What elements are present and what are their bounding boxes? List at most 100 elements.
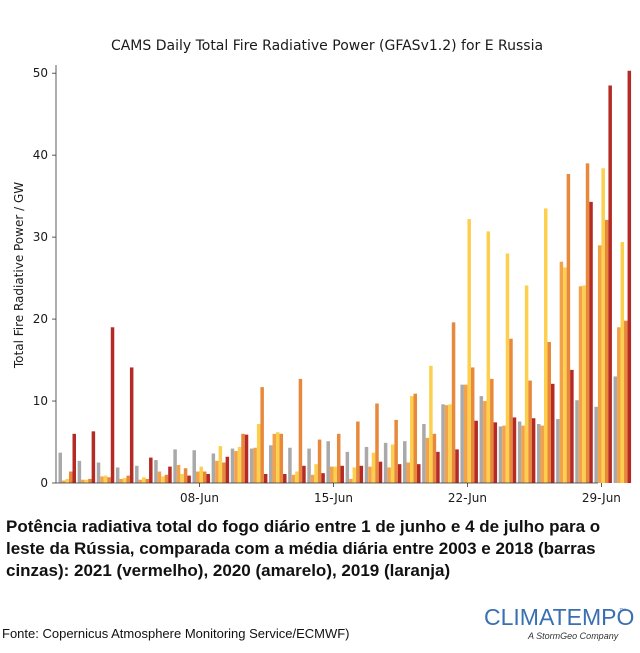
- bar-series-1-day-4: [119, 478, 123, 483]
- bar-series-3-day-19: [413, 393, 418, 483]
- bar-series-1-day-8: [195, 471, 200, 483]
- bar-series-1-day-23: [483, 401, 487, 483]
- bar-series-3-day-23: [490, 378, 494, 483]
- bar-series-3-day-25: [528, 380, 532, 483]
- bar-series-2-day-23: [486, 231, 491, 483]
- bar-series-0-day-1: [58, 452, 62, 483]
- bar-series-2-day-9: [218, 446, 223, 483]
- bar-series-3-day-28: [585, 163, 590, 483]
- bar-series-2-day-28: [582, 285, 586, 483]
- bar-series-1-day-30: [617, 327, 621, 483]
- bar-series-0-day-29: [594, 406, 598, 483]
- bar-series-2-day-21: [448, 404, 452, 483]
- bar-series-3-day-7: [183, 468, 188, 483]
- bar-series-2-day-18: [390, 444, 395, 483]
- bar-series-2-day-4: [122, 478, 127, 483]
- bar-series-2-day-5: [142, 477, 146, 483]
- bar-series-3-day-17: [375, 403, 379, 483]
- bar-series-0-day-8: [192, 450, 196, 483]
- y-tick-label-0: 0: [40, 476, 48, 490]
- bar-series-4-day-2: [91, 431, 96, 483]
- bar-series-2-day-12: [276, 432, 280, 483]
- bar-series-1-day-6: [157, 471, 162, 483]
- bar-series-4-day-8: [206, 473, 210, 483]
- bar-series-4-day-5: [149, 457, 153, 483]
- bar-series-1-day-21: [444, 405, 449, 483]
- bar-series-1-day-14: [310, 474, 315, 483]
- bar-series-2-day-3: [103, 475, 108, 483]
- bar-series-3-day-20: [432, 433, 437, 483]
- bar-series-2-day-17: [371, 452, 376, 483]
- x-tick-label-08-Jun: 08-Jun: [180, 491, 219, 505]
- y-tick-label-30: 30: [33, 230, 48, 244]
- bar-series-0-day-18: [383, 442, 388, 483]
- bar-series-4-day-14: [321, 473, 325, 483]
- bar-series-1-day-22: [463, 384, 468, 483]
- bar-series-0-day-28: [575, 400, 579, 483]
- bar-series-3-day-27: [566, 174, 571, 483]
- bar-series-3-day-29: [604, 219, 609, 483]
- bar-series-1-day-16: [349, 478, 353, 483]
- bar-series-0-day-27: [556, 419, 560, 483]
- bar-series-1-day-3: [100, 476, 104, 483]
- bar-series-3-day-2: [88, 478, 92, 483]
- bar-series-4-day-12: [283, 473, 287, 483]
- bar-series-4-day-23: [493, 422, 498, 483]
- bar-series-4-day-25: [531, 418, 536, 483]
- bar-series-4-day-13: [302, 465, 306, 483]
- bar-series-2-day-16: [352, 467, 357, 483]
- bar-series-3-day-15: [336, 433, 341, 483]
- bar-series-1-day-19: [406, 462, 411, 483]
- chart-title: CAMS Daily Total Fire Radiative Power (G…: [111, 38, 543, 54]
- bar-series-2-day-11: [256, 423, 261, 483]
- bar-series-3-day-9: [222, 462, 226, 483]
- bar-series-1-day-13: [291, 474, 296, 483]
- bar-series-0-day-2: [77, 460, 82, 483]
- bar-series-4-day-4: [129, 367, 134, 483]
- bar-series-4-day-15: [340, 465, 344, 483]
- bar-series-2-day-19: [410, 396, 414, 483]
- y-tick-label-20: 20: [33, 312, 48, 326]
- bar-series-1-day-1: [62, 480, 66, 483]
- bar-series-0-day-9: [211, 453, 216, 483]
- bar-series-2-day-27: [563, 267, 567, 483]
- bar-series-4-day-20: [436, 451, 440, 483]
- y-tick-label-50: 50: [33, 66, 48, 80]
- x-tick-label-15-Jun: 15-Jun: [314, 491, 353, 505]
- bar-series-0-day-13: [288, 447, 292, 483]
- bar-series-0-day-19: [403, 441, 407, 483]
- bar-series-3-day-3: [107, 477, 111, 483]
- bar-series-1-day-26: [540, 425, 544, 483]
- bar-series-2-day-30: [620, 242, 625, 483]
- bar-series-4-day-27: [570, 369, 574, 483]
- bar-series-1-day-12: [272, 433, 277, 483]
- bar-series-0-day-16: [345, 451, 350, 483]
- bar-series-1-day-20: [425, 437, 430, 483]
- bar-series-0-day-25: [517, 421, 522, 483]
- bar-series-2-day-25: [524, 285, 529, 483]
- bar-series-1-day-9: [215, 460, 219, 483]
- bar-series-2-day-15: [333, 466, 337, 483]
- bar-series-2-day-1: [65, 478, 69, 483]
- bar-series-4-day-17: [378, 461, 383, 483]
- axes-group: 0 10 20 30 40 50 08-Jun 15-Jun 22-Jun 29-Jun: [33, 65, 621, 505]
- bar-series-2-day-20: [429, 365, 433, 483]
- bar-series-2-day-13: [295, 471, 299, 483]
- bar-series-3-day-4: [126, 475, 130, 483]
- bar-series-4-day-16: [359, 465, 364, 483]
- bar-series-4-day-29: [608, 85, 612, 484]
- bar-series-1-day-28: [578, 286, 583, 483]
- bar-series-0-day-22: [460, 384, 464, 483]
- bar-series-4-day-9: [225, 456, 230, 483]
- bar-series-2-day-24: [505, 253, 510, 483]
- bar-series-3-day-30: [624, 320, 628, 483]
- bar-series-0-day-17: [364, 446, 369, 483]
- bar-series-1-day-11: [253, 447, 257, 483]
- bar-series-0-day-24: [498, 426, 503, 483]
- bar-series-4-day-24: [512, 417, 517, 483]
- bar-series-2-day-14: [314, 464, 318, 483]
- bar-series-3-day-16: [356, 421, 360, 483]
- y-tick-label-40: 40: [33, 148, 48, 162]
- bar-series-3-day-13: [298, 378, 303, 483]
- bar-series-0-day-10: [230, 448, 235, 483]
